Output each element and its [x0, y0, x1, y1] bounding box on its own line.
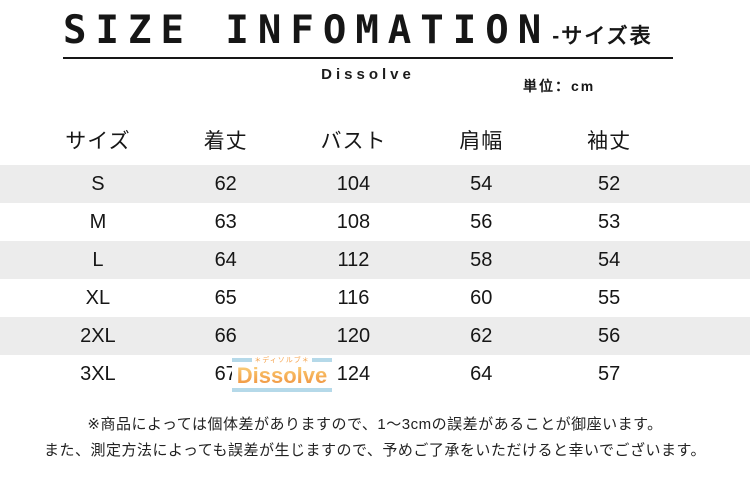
table-row: M 63 108 56 53 — [0, 203, 750, 241]
size-table: サイズ 着丈 バスト 肩幅 袖丈 S 62 104 54 52 M 63 108 56 53 L 64 112 5… — [0, 118, 750, 393]
column-header: 肩幅 — [459, 130, 504, 153]
brand-line: Dissolve — [63, 66, 673, 84]
notes-block: ※商品によっては個体差がありますので、1〜3cmの誤差があることが御座います。 … — [0, 412, 750, 464]
table-cell: 56 — [597, 325, 621, 347]
table-cell: 63 — [214, 211, 237, 233]
unit-label: 単位：cm — [523, 78, 596, 94]
table-cell: 124 — [336, 363, 371, 385]
table-cell: 116 — [337, 287, 370, 309]
table-cell: 52 — [597, 173, 621, 195]
table-row: 2XL 66 120 62 56 — [0, 317, 750, 355]
title-block: SIZE INFOMATION -サイズ表 — [63, 10, 673, 59]
row-size-label: 2XL — [80, 325, 116, 347]
table-cell: 55 — [597, 287, 621, 309]
table-cell: 108 — [336, 211, 371, 233]
table-row: XL 65 116 60 55 — [0, 279, 750, 317]
column-header: バスト — [320, 130, 387, 153]
row-size-label: L — [92, 249, 104, 271]
watermark-small-text: ＊ディソルブ＊ — [252, 357, 312, 364]
table-cell: 67 — [214, 363, 237, 385]
table-header-row: サイズ 着丈 バスト 肩幅 袖丈 — [0, 118, 750, 165]
row-size-label: S — [91, 173, 105, 195]
table-cell: 112 — [337, 249, 370, 271]
row-size-label: 3XL — [80, 363, 116, 385]
table-row: S 62 104 54 52 — [0, 165, 750, 203]
table-row: 3XL 67 124 64 57 — [0, 355, 750, 393]
watermark-bar-bottom — [232, 388, 332, 392]
row-size-label: M — [89, 211, 107, 233]
table-cell: 54 — [597, 249, 621, 271]
table-cell: 65 — [214, 287, 237, 309]
table-cell: 58 — [470, 249, 493, 271]
table-cell: 62 — [470, 325, 493, 347]
watermark: ＊ディソルブ＊ Dissolve — [232, 356, 332, 394]
column-header: 袖丈 — [587, 130, 632, 153]
size-table-body: S 62 104 54 52 M 63 108 56 53 L 64 112 58 54 XL 65 116 60 5… — [0, 165, 750, 393]
row-size-label: XL — [85, 287, 111, 309]
table-cell: 53 — [597, 211, 621, 233]
title-suffix: -サイズ表 — [552, 25, 653, 48]
note-line-2: また、測定方法によっても誤差が生じますので、予めご了承をいただけると幸いでござい… — [43, 442, 706, 459]
table-cell: 56 — [470, 211, 493, 233]
table-cell: 57 — [597, 363, 621, 385]
page-title: SIZE INFOMATION — [63, 8, 551, 53]
table-cell: 54 — [470, 173, 493, 195]
column-header: サイズ — [65, 130, 131, 153]
table-row: L 64 112 58 54 — [0, 241, 750, 279]
table-cell: 66 — [214, 325, 237, 347]
note-line-1: ※商品によっては個体差がありますので、1〜3cmの誤差があることが御座います。 — [87, 416, 663, 433]
table-cell: 64 — [214, 249, 237, 271]
table-cell: 64 — [470, 363, 493, 385]
column-header: 着丈 — [203, 130, 248, 153]
table-cell: 60 — [470, 287, 493, 309]
brand-text: Dissolve — [321, 66, 415, 83]
table-cell: 62 — [214, 173, 237, 195]
table-cell: 104 — [336, 173, 371, 195]
table-cell: 120 — [336, 325, 371, 347]
watermark-brand: Dissolve — [232, 363, 332, 389]
